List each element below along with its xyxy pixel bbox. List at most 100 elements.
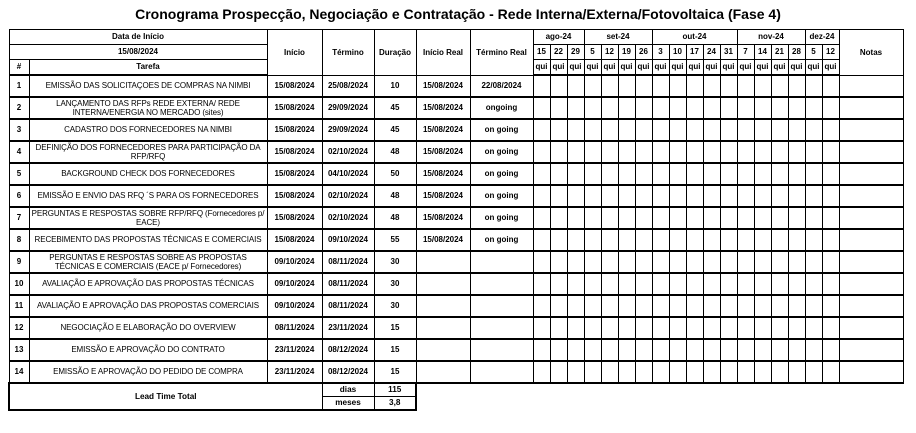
gantt-bar-cell	[668, 272, 687, 296]
gantt-cell	[702, 338, 721, 362]
task-inicio-real	[415, 294, 471, 318]
week-date: 5	[804, 44, 823, 60]
gantt-cell	[668, 316, 687, 340]
table-body: 1 EMISSÃO DAS SOLICITAÇOES DE COMPRAS NA …	[8, 74, 904, 384]
task-inicio: 09/10/2024	[266, 294, 323, 318]
task-name: NEGOCIAÇÃO E ELABORAÇÃO DO OVERVIEW	[28, 316, 268, 340]
header-termino: Término	[321, 29, 375, 76]
gantt-cell	[804, 228, 823, 252]
task-duracao: 45	[373, 96, 417, 120]
month-header: ago-24	[532, 29, 585, 45]
gantt-bar-cell	[549, 74, 568, 98]
gantt-cell	[770, 74, 789, 98]
gantt-cell	[736, 96, 755, 120]
month-header: nov-24	[736, 29, 806, 45]
gantt-cell	[532, 272, 551, 296]
gantt-cell	[549, 316, 568, 340]
task-name: AVALIAÇÃO E APROVAÇÃO DAS PROPOSTAS TÉCN…	[28, 272, 268, 296]
gantt-bar-cell	[736, 272, 755, 296]
task-num: 12	[8, 316, 30, 340]
notas-cell	[838, 96, 904, 120]
gantt-cell	[583, 74, 602, 98]
gantt-cell	[821, 74, 840, 98]
schedule-gantt-table: Data de Início Início Término Duração Início…	[8, 29, 904, 411]
notas-cell	[838, 250, 904, 274]
gantt-cell	[770, 206, 789, 230]
gantt-cell	[532, 294, 551, 318]
gantt-cell	[736, 74, 755, 98]
gantt-cell	[736, 184, 755, 208]
gantt-cell	[685, 206, 704, 230]
gantt-cell	[668, 184, 687, 208]
gantt-cell	[668, 96, 687, 120]
weekday-cell: qui	[583, 59, 602, 76]
gantt-cell	[753, 228, 772, 252]
task-name: PERGUNTAS E RESPOSTAS SOBRE AS PROPOSTAS…	[28, 250, 268, 274]
gantt-bar-cell	[600, 118, 619, 142]
task-row: 14 EMISSÃO E APROVAÇÃO DO PEDIDO DE COMPR…	[8, 360, 904, 384]
task-row: 10 AVALIAÇÃO E APROVAÇÃO DAS PROPOSTAS TÉ…	[8, 272, 904, 296]
task-termino-real	[469, 272, 534, 296]
gantt-cell	[804, 96, 823, 120]
gantt-bar-cell	[566, 140, 585, 164]
gantt-cell	[753, 184, 772, 208]
task-termino-real: on going	[469, 184, 534, 208]
gantt-bar-cell	[668, 250, 687, 274]
task-duracao: 15	[373, 338, 417, 362]
week-date: 19	[617, 44, 636, 60]
gantt-cell	[651, 360, 670, 384]
gantt-bar-cell	[566, 96, 585, 120]
gantt-bar-cell	[532, 184, 551, 208]
gantt-cell	[702, 74, 721, 98]
task-termino: 08/11/2024	[321, 272, 375, 296]
gantt-cell	[804, 140, 823, 164]
task-inicio: 15/08/2024	[266, 74, 323, 98]
task-duracao: 48	[373, 206, 417, 230]
gantt-cell	[821, 96, 840, 120]
table-footer: Lead Time Total dias 115 meses 3,8	[8, 382, 903, 411]
gantt-cell	[770, 360, 789, 384]
header-start-date-value: 15/08/2024	[8, 44, 268, 60]
task-name: PERGUNTAS E RESPOSTAS SOBRE RFP/RFQ (For…	[28, 206, 268, 230]
header-termino-real: Término Real	[469, 29, 534, 76]
gantt-bar-cell	[549, 140, 568, 164]
task-row: 1 EMISSÃO DAS SOLICITAÇOES DE COMPRAS NA …	[8, 74, 904, 98]
header-notas: Notas	[838, 29, 904, 76]
gantt-cell	[583, 294, 602, 318]
task-duracao: 30	[373, 294, 417, 318]
gantt-cell	[600, 294, 619, 318]
gantt-cell	[736, 140, 755, 164]
gantt-bar-cell	[549, 228, 568, 252]
gantt-cell	[668, 206, 687, 230]
task-name: CADASTRO DOS FORNECEDORES NA NIMBI	[28, 118, 268, 142]
gantt-bar-cell	[702, 272, 721, 296]
gantt-cell	[566, 294, 585, 318]
task-name: RECEBIMENTO DAS PROPOSTAS TÉCNICAS E COM…	[28, 228, 268, 252]
gantt-cell	[634, 272, 653, 296]
task-duracao: 50	[373, 162, 417, 186]
task-termino: 29/09/2024	[321, 118, 375, 142]
task-duracao: 15	[373, 360, 417, 384]
gantt-cell	[821, 316, 840, 340]
gantt-cell	[566, 272, 585, 296]
gantt-bar-cell	[549, 96, 568, 120]
gantt-bar-cell	[532, 140, 551, 164]
task-termino: 08/11/2024	[321, 294, 375, 318]
gantt-bar-cell	[770, 316, 789, 340]
week-date: 12	[821, 44, 840, 60]
gantt-cell	[787, 96, 806, 120]
gantt-cell	[702, 360, 721, 384]
gantt-cell	[770, 338, 789, 362]
week-date: 24	[702, 44, 721, 60]
header-num: #	[8, 59, 30, 76]
gantt-cell	[736, 228, 755, 252]
gantt-cell	[685, 360, 704, 384]
gantt-cell	[685, 96, 704, 120]
gantt-bar-cell	[583, 206, 602, 230]
task-inicio: 15/08/2024	[266, 118, 323, 142]
task-duracao: 55	[373, 228, 417, 252]
task-num: 11	[8, 294, 30, 318]
header-tarefa: Tarefa	[28, 59, 268, 76]
gantt-cell	[617, 294, 636, 318]
task-num: 10	[8, 272, 30, 296]
